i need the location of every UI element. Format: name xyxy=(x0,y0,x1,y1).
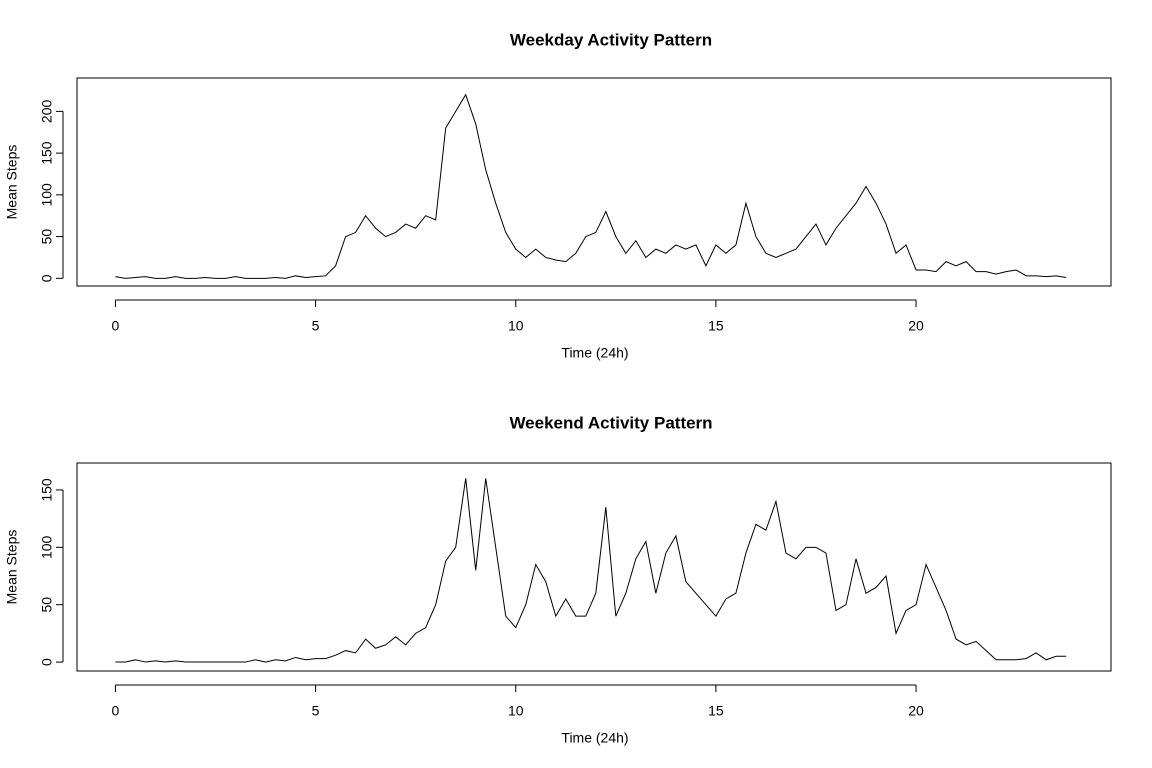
x-tick-label: 0 xyxy=(112,703,120,719)
x-tick-label: 0 xyxy=(112,318,120,334)
y-tick-label: 200 xyxy=(39,99,55,123)
y-axis-label: Mean Steps xyxy=(4,145,20,220)
data-line xyxy=(115,478,1067,663)
x-tick-label: 20 xyxy=(908,318,924,334)
x-tick-label: 10 xyxy=(508,318,524,334)
y-tick-label: 0 xyxy=(39,274,55,282)
y-tick-label: 100 xyxy=(39,183,55,207)
x-axis-label: Time (24h) xyxy=(561,345,628,361)
y-axis-label: Mean Steps xyxy=(4,530,20,605)
x-tick-label: 5 xyxy=(312,318,320,334)
chart-title: Weekend Activity Pattern xyxy=(509,413,712,432)
y-tick-label: 50 xyxy=(39,229,55,245)
x-tick-label: 10 xyxy=(508,703,524,719)
x-tick-label: 15 xyxy=(708,318,724,334)
y-tick-label: 0 xyxy=(39,658,55,666)
plot-box xyxy=(76,462,1112,672)
y-tick-label: 100 xyxy=(39,535,55,559)
y-tick-label: 150 xyxy=(39,478,55,502)
x-tick-label: 5 xyxy=(312,703,320,719)
x-tick-label: 15 xyxy=(708,703,724,719)
data-line xyxy=(115,93,1067,279)
y-tick-label: 150 xyxy=(39,141,55,165)
y-tick-label: 50 xyxy=(39,597,55,613)
chart-title: Weekday Activity Pattern xyxy=(510,30,712,49)
x-tick-label: 20 xyxy=(908,703,924,719)
x-axis-label: Time (24h) xyxy=(561,730,628,746)
plot-box xyxy=(76,77,1112,287)
